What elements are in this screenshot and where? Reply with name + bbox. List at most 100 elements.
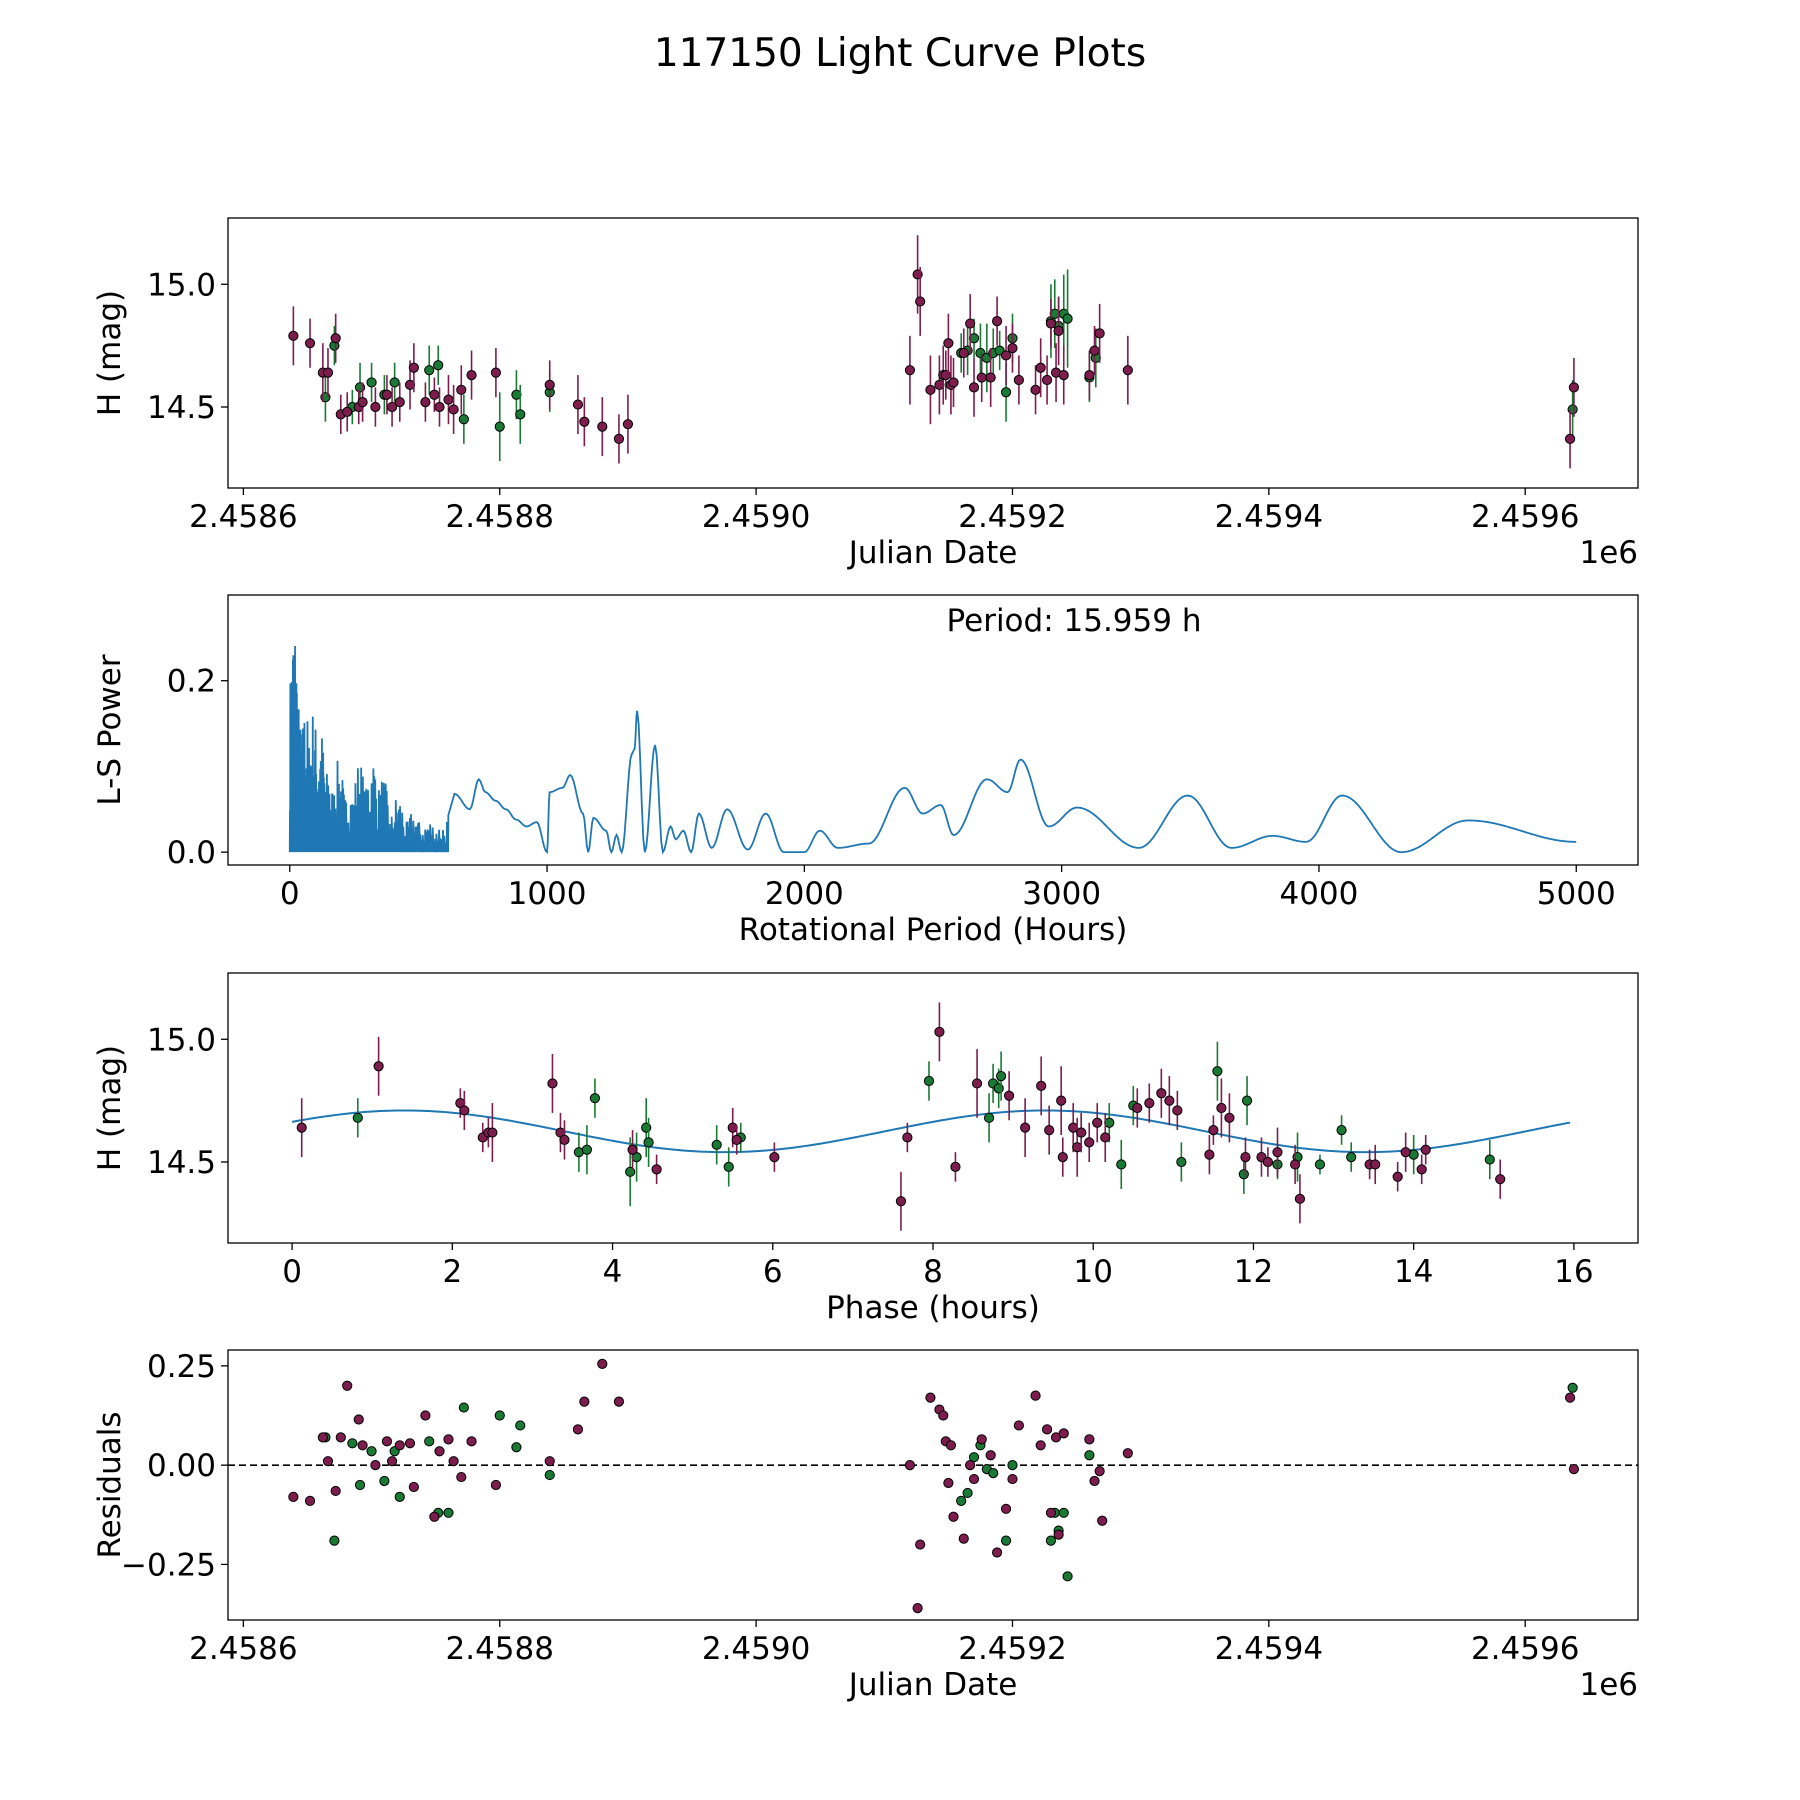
y-axis-label: H (mag) [92,1045,128,1171]
data-point [1020,1122,1031,1133]
data-point [1000,1535,1012,1546]
data-point [433,360,444,371]
data-point [613,1396,625,1407]
data-point [962,1487,973,1499]
data-point [1089,1475,1100,1487]
data-point [1564,433,1576,445]
data-point [991,315,1003,327]
data-point [448,404,459,415]
data-point [950,1161,961,1173]
data-point [995,1070,1007,1082]
x-tick-label: 3000 [1022,876,1101,912]
y-tick-label: 15.0 [147,1022,216,1058]
x-axis-label: Julian Date [847,535,1018,571]
data-point [1062,1571,1073,1582]
data-point [1053,1529,1064,1540]
data-point [1000,387,1012,398]
data-point [490,1479,501,1491]
data-point [1056,1095,1067,1106]
data-point [1132,1102,1143,1114]
x-tick-label: 0 [282,1254,302,1290]
x-tick-label: 1000 [508,876,587,912]
data-point [373,1061,384,1072]
data-point [434,401,445,413]
y-tick-label: 0.25 [147,1349,216,1385]
subplots: 2.4586 2.4588 2.4590 2.4592 2.4594 2.4596 14.5… [92,217,1639,1703]
data-point [597,421,608,432]
data-point [304,1495,316,1506]
data-point [965,318,976,329]
data-point [420,1410,431,1421]
data-point [1568,1464,1580,1475]
y-tick-label: 14.5 [147,1145,216,1181]
data-point [1045,1507,1057,1518]
data-point [945,1440,957,1451]
data-point [544,1456,555,1467]
data-point [342,406,353,418]
data-point [366,1446,377,1457]
periodogram-line [288,646,1577,855]
x-tick-label: 2.4586 [189,499,297,535]
data-point [651,1164,662,1175]
data-point [965,1460,976,1471]
data-point [723,1161,734,1173]
data-point [1062,313,1073,324]
data-point [958,1533,969,1544]
data-point [357,1440,368,1451]
data-point [956,1495,967,1506]
data-point [1495,1174,1506,1185]
x-axis-label: Julian Date [847,1667,1018,1703]
data-point [1000,1503,1012,1514]
data-point [389,377,400,388]
data-point [1097,1515,1108,1526]
data-point [971,1078,983,1089]
data-point [408,362,419,373]
data-point [1084,369,1095,381]
x-tick-label: 16 [1554,1254,1593,1290]
data-point [976,372,987,383]
data-point [1058,1428,1069,1439]
data-point [915,1539,926,1550]
data-point [572,399,584,410]
y-axis-label: H (mag) [92,290,128,416]
data-point [1035,362,1046,373]
data-point [353,1414,364,1425]
data-point [731,1134,742,1146]
data-point [443,1507,454,1518]
data-point [408,1481,419,1493]
data-point [443,1434,454,1445]
data-point [1176,1156,1187,1168]
data-point [459,1105,470,1116]
plot-frame [227,1349,1639,1621]
data-point [317,1432,328,1443]
x-tick-label: 14 [1394,1254,1433,1290]
data-point [622,419,634,430]
data-point [1084,1137,1095,1148]
x-tick-label: 0 [280,876,300,912]
x-tick-label: 4000 [1279,876,1358,912]
x-tick-label: 2 [442,1254,462,1290]
data-point [895,1196,907,1207]
data-point [581,1144,593,1155]
data-point [1370,1159,1381,1170]
data-point [1568,382,1580,393]
data-point [1007,1460,1018,1471]
data-point [342,1380,353,1391]
data-point [394,396,405,408]
data-point [1156,1088,1167,1099]
y-tick-label: 0.00 [147,1448,216,1484]
plot-frame [227,217,1639,489]
data-point [330,333,341,344]
data-point [904,365,916,376]
x-tick-label: 2.4594 [1215,1631,1323,1667]
data-point [1294,1193,1306,1204]
data-point [1272,1147,1283,1158]
data-point [288,1491,299,1503]
data-point [1084,1434,1095,1445]
data-point [985,372,996,383]
data-point [923,1075,935,1087]
x-tick-label: 2.4592 [958,499,1066,535]
x-tick-label: 4 [603,1254,623,1290]
data-point [1208,1124,1219,1136]
data-point [547,1078,558,1089]
